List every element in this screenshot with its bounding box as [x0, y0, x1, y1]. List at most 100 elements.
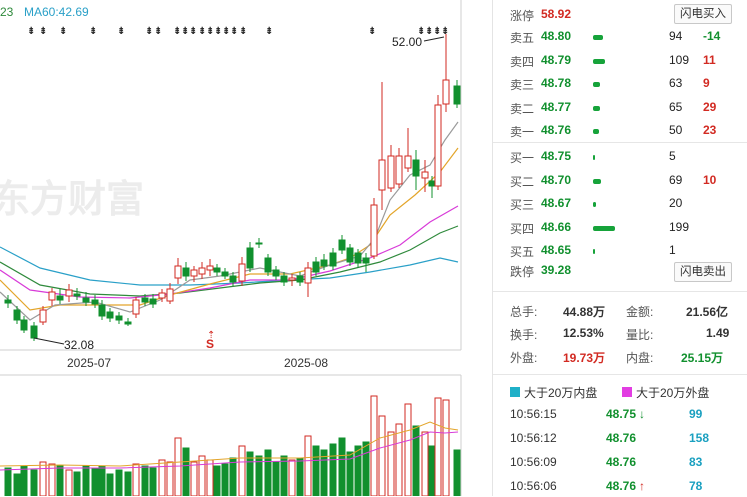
ask-label: 卖四: [510, 54, 535, 69]
ask-volume: 63: [669, 76, 683, 90]
candle-body: [288, 277, 296, 281]
limit-up-row: 涨停 58.92: [493, 3, 747, 25]
candle-body: [39, 309, 47, 323]
ma-partial-label: 23: [0, 5, 14, 19]
event-marker-icon: ⇟: [222, 26, 230, 37]
outer-legend-label: 大于20万外盘: [636, 386, 710, 400]
volume-ratio-label: 量比:: [626, 328, 654, 342]
volume-bar: [20, 465, 28, 496]
candle-body: [296, 275, 304, 283]
ask-volume: 109: [669, 52, 690, 67]
high-price-arrow: [423, 36, 445, 42]
volume-bar: [238, 445, 246, 496]
candle-body: [48, 291, 56, 301]
x-axis-label-july: 2025-07: [67, 356, 111, 370]
inner-volume-value: 25.15万: [681, 351, 724, 365]
volume-bar: [362, 441, 370, 496]
large-order-legend: 大于20万内盘 大于20万外盘: [493, 380, 747, 402]
flash-sell-button[interactable]: 闪电卖出: [674, 262, 732, 282]
bid-price: 48.67: [541, 196, 572, 210]
bid-level-3[interactable]: 买三 48.67 20: [493, 192, 747, 214]
volume-bar: [428, 445, 436, 496]
candle-body: [4, 299, 12, 304]
tick-time: 10:56:15: [510, 407, 557, 421]
quote-side-panel: 涨停 58.92 闪电买入 卖五 48.80 94 -14 卖四 48.79 109 11 卖三…: [493, 0, 747, 496]
volume-bar: [370, 395, 378, 496]
flash-buy-button[interactable]: 闪电买入: [674, 4, 732, 24]
ask-label: 卖五: [510, 31, 535, 45]
candle-body: [13, 309, 21, 321]
low-price-label: 32.08: [64, 338, 94, 352]
volume-bar: [182, 447, 190, 496]
candle-body: [346, 247, 354, 263]
kline-chart[interactable]: 23 MA60:42.69 东方财富 2025-07 2025-08 ⇟ ⇟ ⇟ ⇟ ⇟…: [0, 0, 462, 496]
candle-body: [221, 271, 229, 277]
ma60-label: MA60:42.69: [24, 5, 89, 19]
limit-down-row: 跌停 39.28: [493, 259, 747, 281]
high-price-label: 52.00: [392, 35, 422, 49]
x-axis-label-aug: 2025-08: [284, 356, 328, 370]
bid-volume-bar: [593, 225, 615, 231]
bid-level-4[interactable]: 买四 48.66 199: [493, 216, 747, 238]
ask-level-3[interactable]: 卖三 48.78 63 9: [493, 72, 747, 94]
volume-bar: [453, 449, 461, 496]
candle-body: [246, 247, 254, 269]
bid-label: 买四: [510, 221, 535, 236]
candle-body: [141, 297, 149, 303]
event-marker-icon: ⇟: [265, 26, 273, 37]
outer-volume-value: 19.73万: [563, 351, 606, 365]
volume-bar: [82, 465, 90, 496]
ask-price: 48.76: [541, 123, 572, 137]
inner-legend-label: 大于20万内盘: [524, 386, 598, 400]
stats-row-3: 外盘: 19.73万 内盘: 25.15万: [493, 345, 747, 367]
volume-bar: [174, 437, 182, 496]
volume-bars: [4, 395, 461, 496]
candle-body: [320, 259, 328, 267]
ask-level-2[interactable]: 卖四 48.79 109 11: [493, 49, 747, 71]
tick-volume: 158: [689, 431, 710, 445]
ask-level-5[interactable]: 卖一 48.76 50 23: [493, 119, 747, 141]
event-marker-icon: ⇟: [230, 26, 238, 37]
volume-bar: [98, 465, 106, 496]
candle-body: [198, 267, 206, 275]
candle-body: [395, 155, 403, 185]
event-marker-icon: ⇟: [39, 26, 47, 37]
tick-volume: 83: [689, 455, 703, 469]
candle-body: [412, 159, 420, 177]
bid-level-5[interactable]: 买五 48.65 1: [493, 239, 747, 261]
volume-bar: [296, 457, 304, 496]
bid-volume: 69: [669, 172, 683, 187]
ask-change: 11: [703, 52, 716, 67]
candle-body: [206, 265, 214, 271]
bid-level-2[interactable]: 买二 48.70 69 10: [493, 169, 747, 191]
bid-price: 48.66: [541, 219, 572, 234]
limit-down-price: 39.28: [541, 263, 572, 277]
volume-bar: [56, 465, 64, 496]
volume-bar: [132, 463, 140, 496]
kline-chart-panel[interactable]: 23 MA60:42.69 东方财富 2025-07 2025-08 ⇟ ⇟ ⇟ ⇟ ⇟…: [0, 0, 462, 496]
total-hands-label: 总手:: [510, 305, 538, 319]
ask-price: 48.77: [541, 99, 572, 114]
inner-volume-label: 内盘:: [626, 351, 654, 365]
volume-bar: [30, 469, 38, 496]
volume-bar: [338, 437, 346, 496]
bid-level-1[interactable]: 买一 48.75 5: [493, 145, 747, 167]
ask-volume: 65: [669, 99, 683, 114]
ask-level-1[interactable]: 卖五 48.80 94 -14: [493, 25, 747, 47]
tick-price: 48.76: [606, 431, 637, 445]
volume-bar: [149, 467, 157, 496]
candle-body: [174, 265, 182, 279]
volume-bar: [387, 431, 395, 496]
ask-level-4[interactable]: 卖二 48.77 65 29: [493, 96, 747, 118]
candle-body: [82, 297, 90, 303]
inner-legend-swatch: [510, 387, 520, 397]
tick-row: 10:56:09 48.76 83: [493, 451, 747, 473]
event-marker-icon: ⇟: [433, 26, 441, 37]
s-marker: S: [206, 337, 214, 351]
candle-body: [312, 261, 320, 273]
volume-bar: [190, 461, 198, 496]
ask-bid-divider: [493, 142, 747, 143]
candle-body: [272, 269, 280, 277]
candlesticks: [4, 34, 461, 341]
event-marker-icon: ⇟: [173, 26, 181, 37]
